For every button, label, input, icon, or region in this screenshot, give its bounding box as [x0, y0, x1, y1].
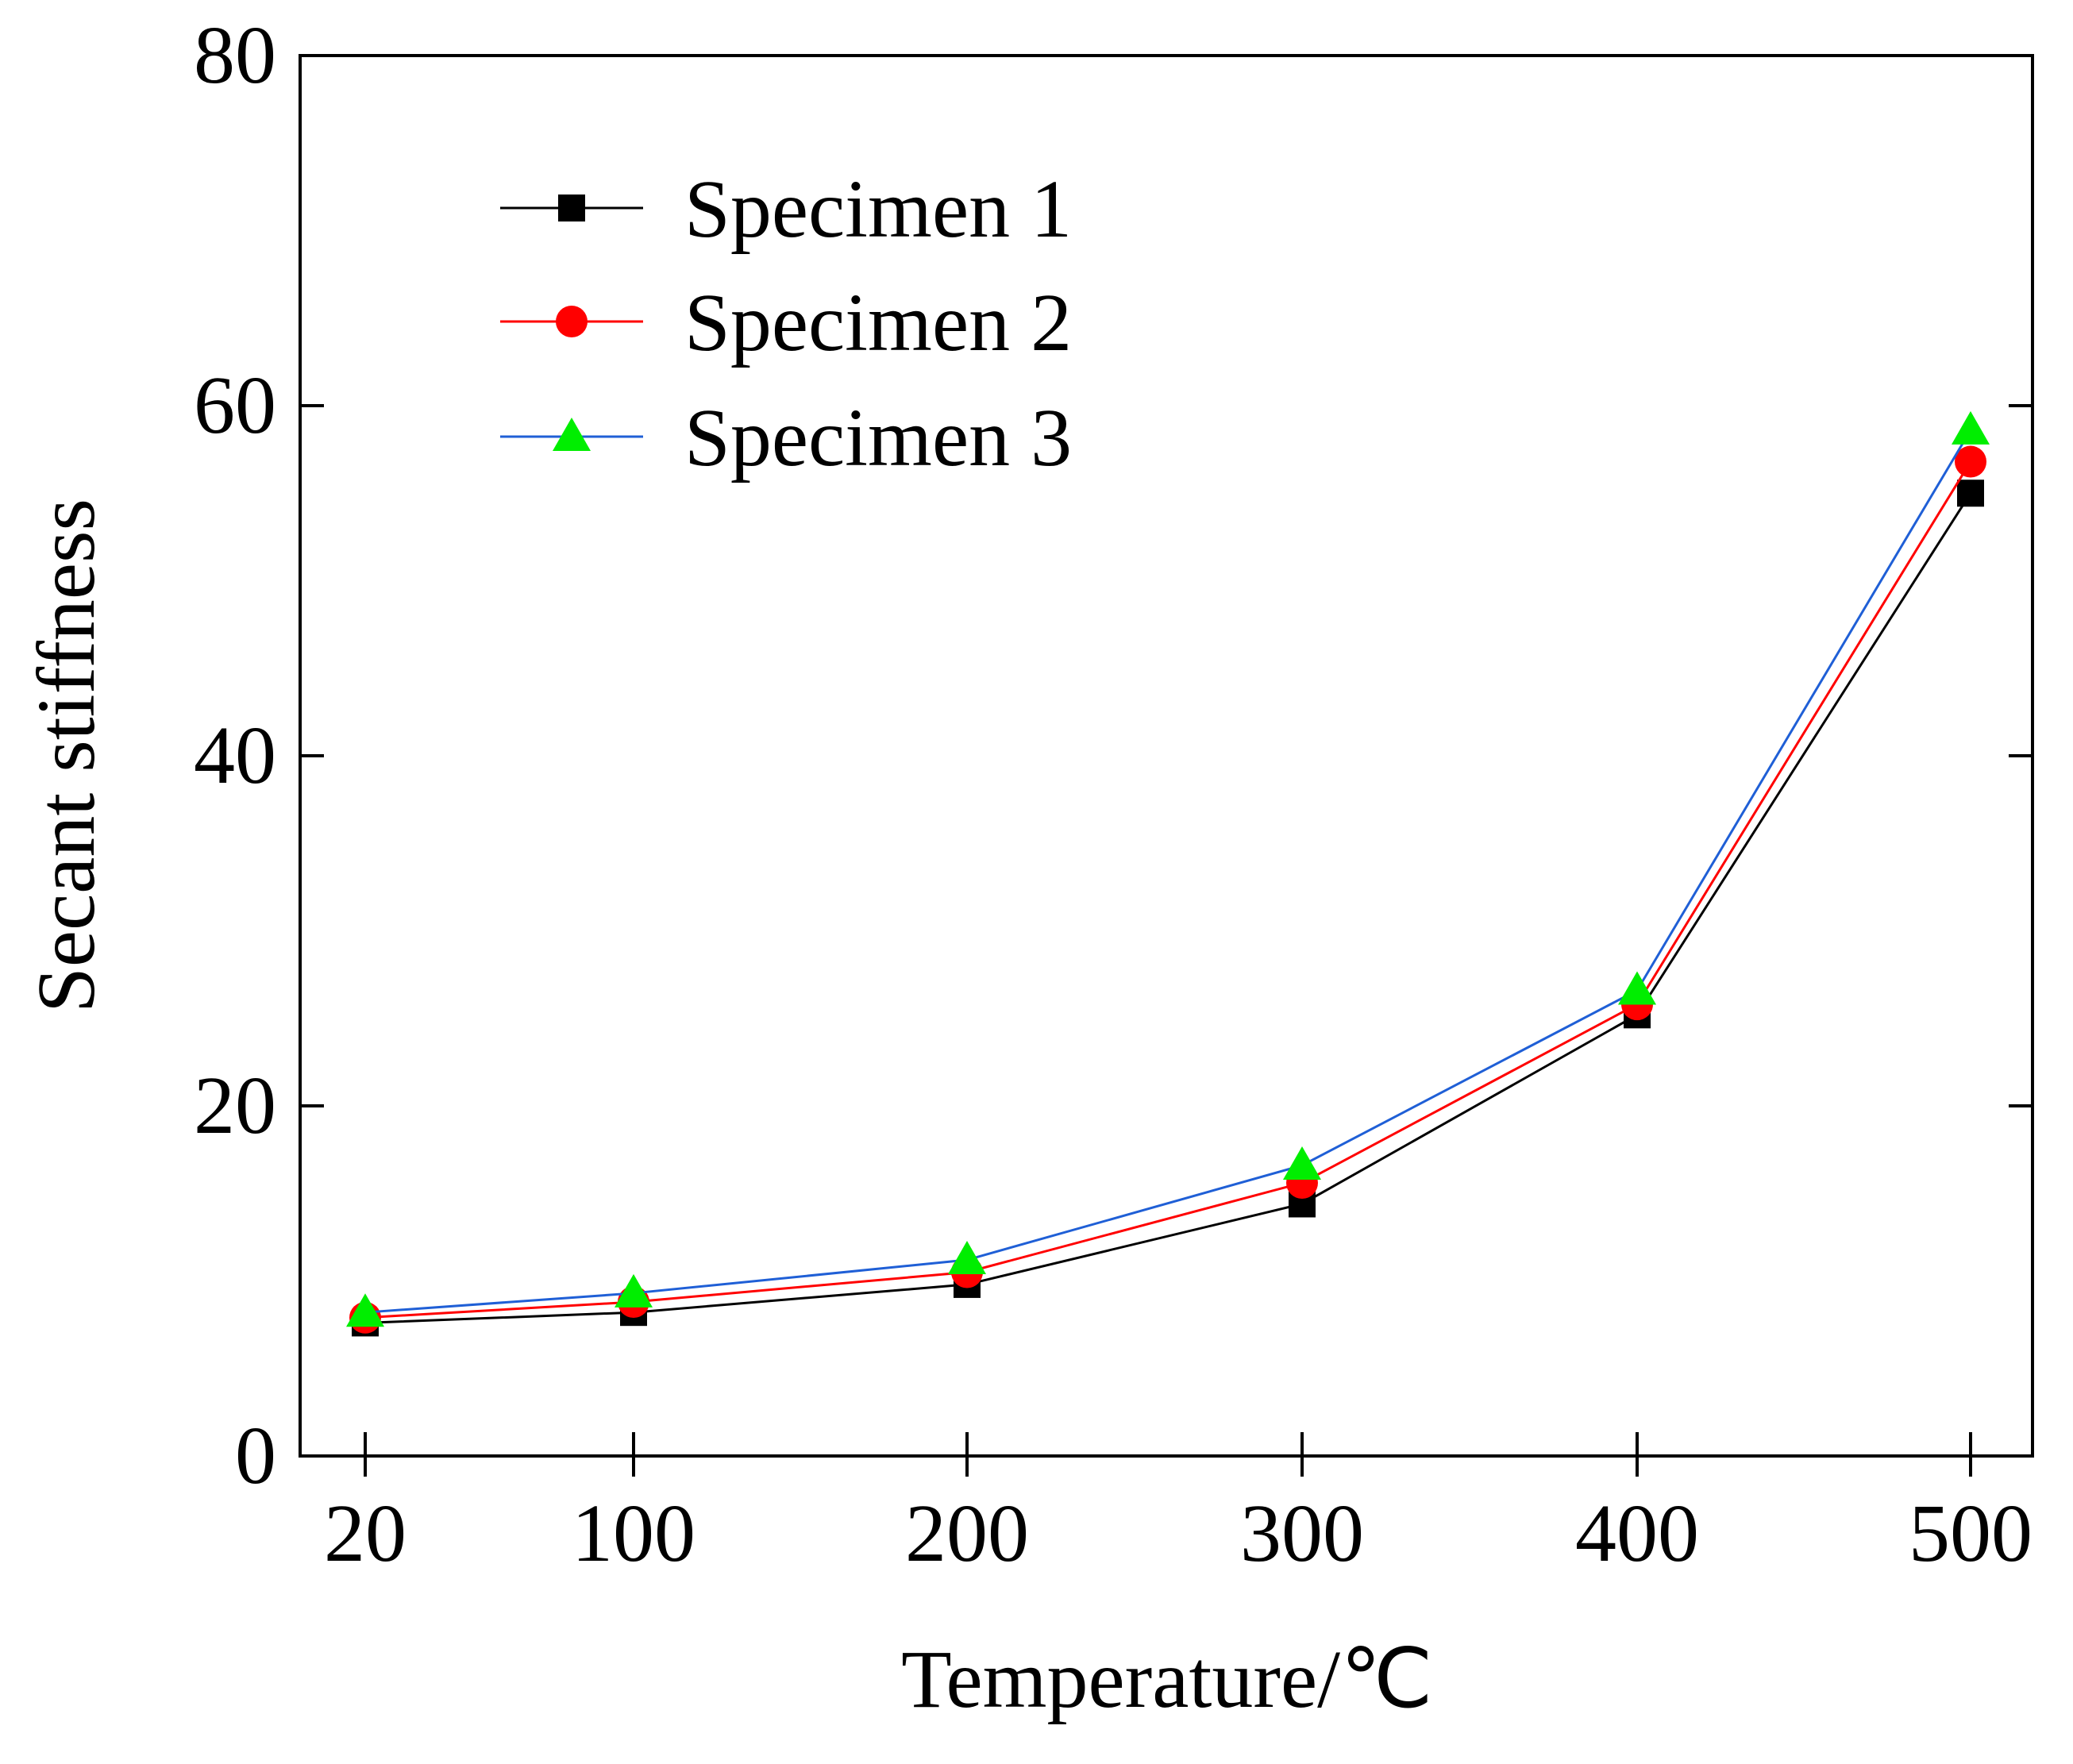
y-axis: 0 20 40 60 80 — [194, 10, 2033, 1501]
x-tick-label: 500 — [1909, 1488, 2033, 1579]
data-point — [346, 1293, 384, 1327]
x-tick-label: 20 — [324, 1488, 407, 1579]
legend-item: Specimen 3 — [500, 392, 1072, 483]
legend-marker — [556, 306, 588, 337]
data-point — [948, 1241, 986, 1275]
legend-item: Specimen 2 — [500, 277, 1072, 368]
series-2 — [349, 445, 1986, 1334]
data-point — [1618, 971, 1656, 1005]
plot-area — [299, 54, 2034, 1458]
series-line — [364, 429, 1972, 1314]
plot-border — [299, 54, 2034, 1458]
data-point — [1283, 1146, 1321, 1180]
y-axis-title: Secant stiffness — [21, 499, 112, 1013]
legend-item: Specimen 1 — [500, 164, 1072, 255]
legend-label: Specimen 1 — [684, 164, 1072, 255]
data-point — [1955, 445, 1986, 478]
x-tick-label: 300 — [1240, 1488, 1364, 1579]
y-tick-label: 80 — [194, 10, 276, 101]
x-axis: 20 100 200 300 400 500 — [324, 1432, 2033, 1579]
y-tick-label: 20 — [194, 1060, 276, 1151]
y-tick-label: 40 — [194, 710, 276, 801]
series-3 — [346, 410, 1990, 1327]
x-tick-label: 200 — [905, 1488, 1029, 1579]
y-tick-label: 0 — [235, 1410, 276, 1501]
series-line — [364, 460, 1972, 1319]
series-line — [364, 492, 1972, 1324]
data-point — [1952, 410, 1990, 445]
x-axis-title: Temperature/℃ — [901, 1634, 1433, 1725]
series-layer — [346, 410, 1990, 1337]
legend-label: Specimen 2 — [684, 277, 1072, 368]
y-tick-label: 60 — [194, 360, 276, 451]
data-point — [1957, 480, 1984, 507]
legend-marker — [553, 418, 591, 451]
legend-marker — [558, 195, 585, 221]
data-point — [615, 1273, 653, 1308]
x-tick-label: 400 — [1575, 1488, 1699, 1579]
x-tick-label: 100 — [572, 1488, 695, 1579]
legend-label: Specimen 3 — [684, 392, 1072, 483]
legend: Specimen 1 Specimen 2 Specimen 3 — [500, 164, 1072, 483]
series-1 — [352, 480, 1984, 1337]
